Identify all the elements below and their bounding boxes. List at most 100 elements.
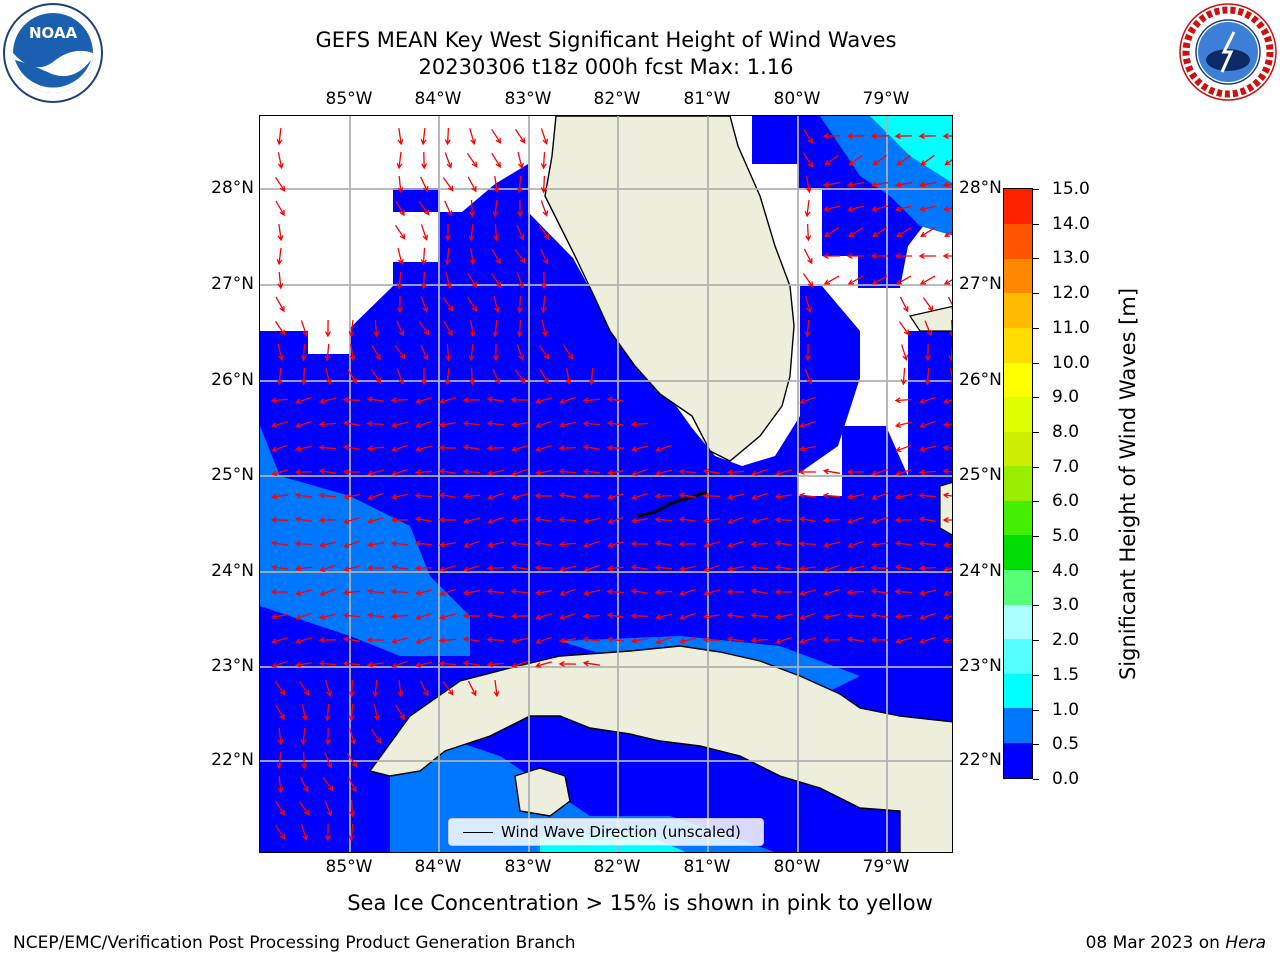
wind-wave-arrow	[824, 227, 840, 238]
wind-wave-arrow	[582, 517, 600, 524]
wind-wave-arrow	[276, 248, 283, 266]
wind-wave-arrow	[438, 637, 457, 644]
wind-wave-arrow	[366, 612, 384, 619]
wind-wave-arrow	[486, 612, 504, 619]
wind-wave-arrow	[750, 564, 769, 571]
wind-wave-arrow	[372, 680, 379, 698]
wind-wave-arrow	[799, 396, 816, 405]
wind-wave-arrow	[462, 612, 481, 619]
wind-wave-arrow	[390, 637, 408, 644]
wind-wave-arrow	[486, 420, 505, 427]
wind-wave-arrow	[420, 127, 427, 146]
wind-wave-arrow	[318, 468, 336, 475]
colorbar-tick-label: 10.0	[1052, 352, 1090, 373]
wind-wave-arrow	[871, 275, 888, 285]
wind-wave-arrow	[918, 589, 936, 596]
wind-wave-arrow	[438, 516, 457, 523]
wind-wave-arrow	[924, 343, 931, 362]
wind-wave-arrow	[919, 275, 936, 285]
wind-wave-arrow	[397, 128, 404, 146]
wind-wave-arrow	[462, 517, 480, 524]
footer-credit: NCEP/EMC/Verification Post Processing Pr…	[13, 933, 576, 953]
wind-wave-arrow	[325, 368, 332, 386]
wind-wave-arrow	[491, 128, 502, 144]
wind-wave-arrow	[318, 492, 337, 499]
wind-wave-arrow	[348, 320, 355, 338]
colorbar-tick	[1033, 501, 1039, 503]
wind-wave-arrow	[390, 397, 409, 404]
wind-wave-arrow	[324, 823, 331, 842]
wind-wave-arrow	[467, 272, 478, 288]
wind-wave-arrow	[848, 154, 863, 166]
colorbar-segment	[1004, 396, 1032, 432]
wind-wave-arrow	[510, 517, 529, 524]
colorbar-tick-label: 1.0	[1052, 699, 1080, 720]
wind-wave-arrow	[534, 564, 553, 571]
colorbar-tick-label: 3.0	[1052, 595, 1080, 616]
colorbar-tick	[1033, 327, 1039, 329]
wind-wave-arrow	[630, 588, 648, 595]
wind-wave-arrow	[493, 176, 500, 194]
wind-wave-arrow	[540, 248, 549, 265]
colorbar-tick	[1033, 431, 1039, 433]
wind-wave-arrow	[870, 517, 888, 524]
wind-wave-arrow	[774, 564, 792, 571]
wind-wave-arrow	[943, 566, 952, 573]
wind-wave-arrow	[654, 493, 673, 500]
wind-wave-arrow	[492, 200, 499, 218]
wind-wave-arrow	[371, 728, 382, 744]
wind-wave-arrow	[534, 540, 552, 547]
wind-wave-arrow	[655, 636, 672, 645]
wind-wave-arrow	[582, 397, 601, 404]
wind-wave-arrow	[347, 368, 358, 384]
wind-wave-arrow	[540, 128, 549, 145]
wind-wave-arrow	[702, 613, 720, 620]
wind-wave-arrow	[510, 613, 529, 620]
wind-wave-arrow	[348, 679, 355, 698]
wind-wave-arrow	[942, 181, 952, 188]
wind-wave-arrow	[342, 636, 360, 643]
wind-wave-arrow	[942, 444, 952, 451]
lon-label-top: 83°W	[504, 89, 552, 109]
wind-wave-arrow	[846, 565, 864, 572]
wind-wave-arrow	[299, 776, 309, 793]
legend-line-swatch	[463, 832, 493, 833]
wind-wave-arrow	[631, 468, 648, 477]
wind-wave-arrow	[419, 680, 429, 697]
wind-wave-arrow	[870, 564, 889, 571]
colorbar-tick	[1033, 258, 1039, 260]
lon-label-bottom: 82°W	[593, 857, 641, 877]
wind-wave-arrow	[943, 590, 952, 597]
wind-wave-arrow	[516, 295, 523, 314]
wind-wave-arrow	[395, 200, 405, 217]
wind-wave-arrow	[799, 420, 816, 429]
wind-wave-arrow	[654, 589, 673, 596]
wind-wave-arrow	[606, 396, 624, 403]
wind-wave-arrow	[394, 225, 406, 240]
wind-wave-arrow	[563, 344, 574, 360]
wind-wave-arrow	[654, 540, 672, 547]
wind-wave-arrow	[750, 612, 769, 619]
wind-wave-arrow	[294, 516, 312, 523]
wind-wave-arrow	[371, 344, 381, 361]
colorbar-tick-label: 0.0	[1052, 769, 1080, 789]
wind-wave-arrow	[894, 205, 912, 212]
lon-label-top: 79°W	[862, 89, 910, 109]
wind-wave-arrow	[583, 540, 600, 549]
wind-wave-arrow	[271, 660, 288, 669]
wind-wave-arrow	[510, 540, 529, 547]
wind-wave-arrow	[275, 296, 285, 313]
lon-label-bottom: 83°W	[504, 857, 552, 877]
colorbar-tick	[1033, 536, 1039, 538]
colorbar-segment	[1004, 465, 1032, 501]
wind-wave-arrow	[463, 564, 480, 573]
wind-wave-arrow	[918, 181, 937, 188]
wind-wave-arrow	[750, 541, 769, 548]
colorbar-tick	[1033, 570, 1039, 572]
wind-wave-arrow	[343, 540, 360, 549]
wind-wave-arrow	[414, 445, 432, 452]
wind-wave-arrow	[607, 516, 624, 525]
wind-wave-arrow	[294, 445, 313, 452]
wind-wave-arrow	[324, 727, 331, 746]
lat-label-left: 23°N	[211, 656, 254, 676]
